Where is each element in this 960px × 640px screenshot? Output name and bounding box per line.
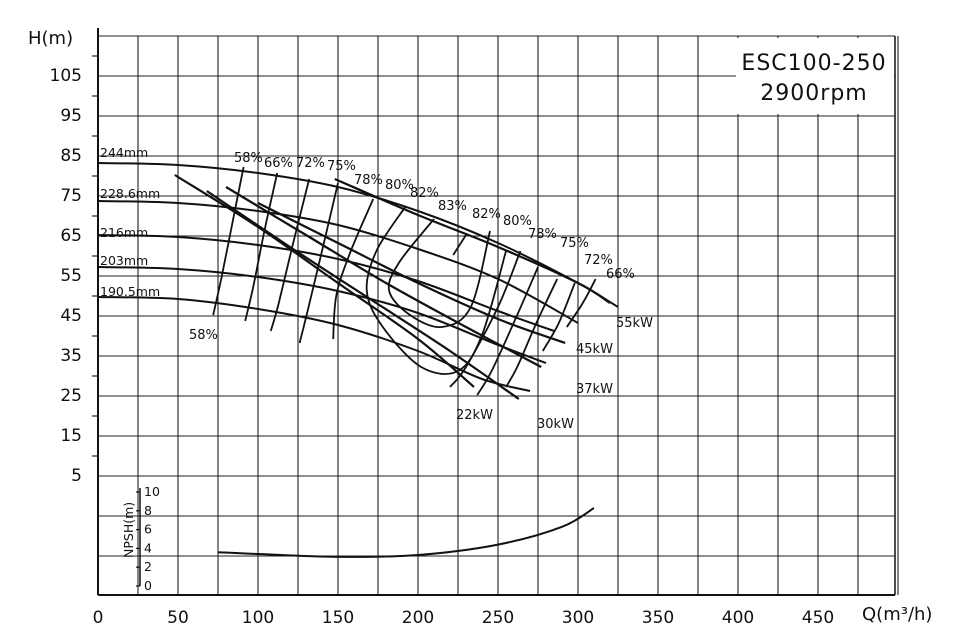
npsh-tick-label: 6 [144, 522, 152, 537]
efficiency-label: 75% [327, 159, 356, 174]
x-tick-label: 400 [722, 608, 754, 628]
impeller-label: 216mm [100, 225, 148, 240]
y-tick-label: 105 [50, 66, 82, 86]
npsh-curve [217, 507, 595, 558]
power-label: 45kW [576, 342, 613, 357]
npsh-tick-label: 2 [144, 559, 152, 574]
efficiency-curve [476, 266, 539, 396]
power-curve [257, 202, 566, 345]
y-tick-label: 95 [60, 106, 82, 126]
efficiency-curve [387, 218, 491, 329]
impeller-label: 203mm [100, 253, 148, 268]
efficiency-label: 58% [234, 151, 263, 166]
power-curve [174, 174, 475, 388]
x-tick-label: 150 [322, 608, 354, 628]
impeller-label: 190.5mm [100, 284, 160, 299]
efficiency-label: 82% [410, 186, 439, 201]
title-box [736, 38, 894, 114]
efficiency-label: 72% [296, 156, 325, 171]
efficiency-label: 80% [503, 214, 532, 229]
power-curve [334, 177, 611, 304]
y-tick-label: 25 [60, 386, 82, 406]
x-tick-label: 350 [642, 608, 674, 628]
y-tick-label: 15 [60, 426, 82, 446]
y-axis-label: H(m) [28, 28, 73, 49]
x-tick-label: 300 [562, 608, 594, 628]
efficiency-label: 82% [472, 207, 501, 222]
x-tick-labels: 0 50 100 150 200 250 300 350 400 450 [93, 608, 835, 628]
power-label: 22kW [456, 408, 493, 423]
efficiency-label: 66% [606, 267, 635, 282]
y-tick-label: 75 [60, 186, 82, 206]
efficiency-curve [449, 250, 522, 388]
efficiency-label: 78% [528, 227, 557, 242]
x-axis-label: Q(m³/h) [862, 604, 932, 625]
efficiency-curve [212, 166, 245, 316]
npsh-axis-label: NPSH(m) [121, 502, 136, 558]
y-tick-label: 45 [60, 306, 82, 326]
efficiency-label: 66% [264, 156, 293, 171]
plot-frame [97, 28, 896, 596]
npsh-tick-label: 10 [144, 484, 160, 499]
power-label: 37kW [576, 382, 613, 397]
chart-subtitle: 2900rpm [760, 81, 867, 106]
x-tick-label: 0 [93, 608, 104, 628]
impeller-curve [97, 296, 531, 392]
y-tick-label: 35 [60, 346, 82, 366]
x-tick-label: 200 [402, 608, 434, 628]
x-tick-label: 50 [167, 608, 189, 628]
impeller-label: 228.6mm [100, 186, 160, 201]
impeller-label: 244mm [100, 145, 148, 160]
y-tick-label: 65 [60, 226, 82, 246]
efficiency-label: 80% [385, 178, 414, 193]
power-curve [225, 186, 542, 368]
efficiency-curve [452, 234, 467, 256]
y-tick-labels: 5 15 25 35 45 55 65 75 85 95 105 [50, 66, 82, 486]
efficiency-curve [298, 182, 339, 344]
y-tick-label: 85 [60, 146, 82, 166]
npsh-tick-label: 4 [144, 540, 152, 555]
x-tick-label: 100 [242, 608, 274, 628]
npsh-tick-label: 0 [144, 578, 152, 593]
x-tick-label: 450 [802, 608, 834, 628]
efficiency-curve [269, 178, 311, 332]
efficiency-curve [542, 282, 576, 352]
efficiency-label: 75% [560, 236, 589, 251]
power-label: 55kW [616, 316, 653, 331]
y-tick-label: 5 [71, 466, 82, 486]
efficiency-curve [332, 198, 375, 340]
efficiency-curve [566, 278, 597, 328]
efficiency-curve [505, 278, 559, 388]
grid [92, 35, 899, 595]
curves-layer [97, 162, 619, 400]
y-tick-label: 55 [60, 266, 82, 286]
npsh-panel: 0 2 4 6 8 10 NPSH(m) [121, 484, 595, 593]
x-tick-label: 250 [482, 608, 514, 628]
efficiency-label: 72% [584, 253, 613, 268]
efficiency-label-low: 58% [189, 328, 218, 343]
chart-title: ESC100-250 [741, 51, 886, 76]
power-curve [206, 190, 520, 400]
npsh-tick-label: 8 [144, 503, 152, 518]
power-label: 30kW [537, 417, 574, 432]
efficiency-curve [244, 172, 279, 322]
efficiency-label: 78% [354, 173, 383, 188]
efficiency-label: 83% [438, 199, 467, 214]
